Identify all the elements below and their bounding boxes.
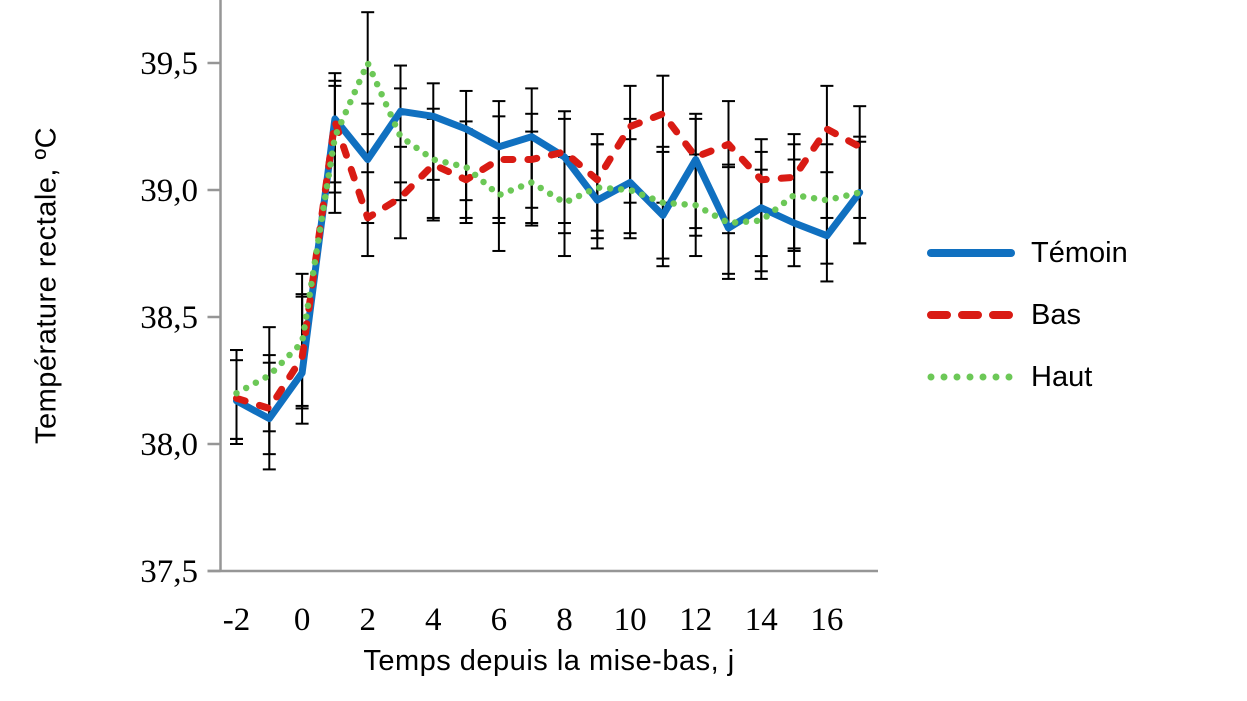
y-tick-label: 38,5 <box>140 300 198 336</box>
legend-item-temoin: Témoin <box>926 222 1128 284</box>
y-axis-title: Température rectale, ºC <box>30 126 63 445</box>
x-tick-label: 10 <box>614 602 647 638</box>
x-tick-label: -2 <box>223 602 251 638</box>
x-tick-label: 2 <box>359 602 376 638</box>
x-tick-label: 16 <box>810 602 843 638</box>
legend: Témoin Bas Haut <box>926 222 1128 408</box>
x-tick-label: 14 <box>745 602 778 638</box>
legend-swatch-haut <box>927 373 1015 381</box>
y-tick-label: 38,0 <box>140 427 198 463</box>
x-tick-label: 6 <box>491 602 508 638</box>
x-tick-label: 8 <box>556 602 573 638</box>
legend-label-temoin: Témoin <box>1031 236 1128 269</box>
x-tick-label: 12 <box>679 602 712 638</box>
y-tick-label: 37,5 <box>140 554 198 590</box>
legend-item-bas: Bas <box>926 284 1128 346</box>
y-tick-label: 39,0 <box>140 173 198 209</box>
legend-swatch-bas <box>927 311 1015 319</box>
y-tick-label: 39,5 <box>140 46 198 82</box>
error-bars-haut <box>230 11 867 440</box>
legend-label-bas: Bas <box>1031 298 1081 331</box>
legend-item-haut: Haut <box>926 346 1128 408</box>
error-bars-temoin <box>230 64 867 471</box>
series-temoin-line <box>233 107 864 423</box>
legend-label-haut: Haut <box>1031 360 1093 393</box>
x-tick-label: 0 <box>294 602 311 638</box>
x-axis-title: Temps depuis la mise-bas, j <box>363 645 735 677</box>
series-bas-line <box>233 110 864 412</box>
legend-swatch-temoin <box>927 249 1015 257</box>
x-tick-label: 4 <box>425 602 442 638</box>
series-haut-line <box>233 59 863 397</box>
error-bars-bas <box>230 74 867 456</box>
